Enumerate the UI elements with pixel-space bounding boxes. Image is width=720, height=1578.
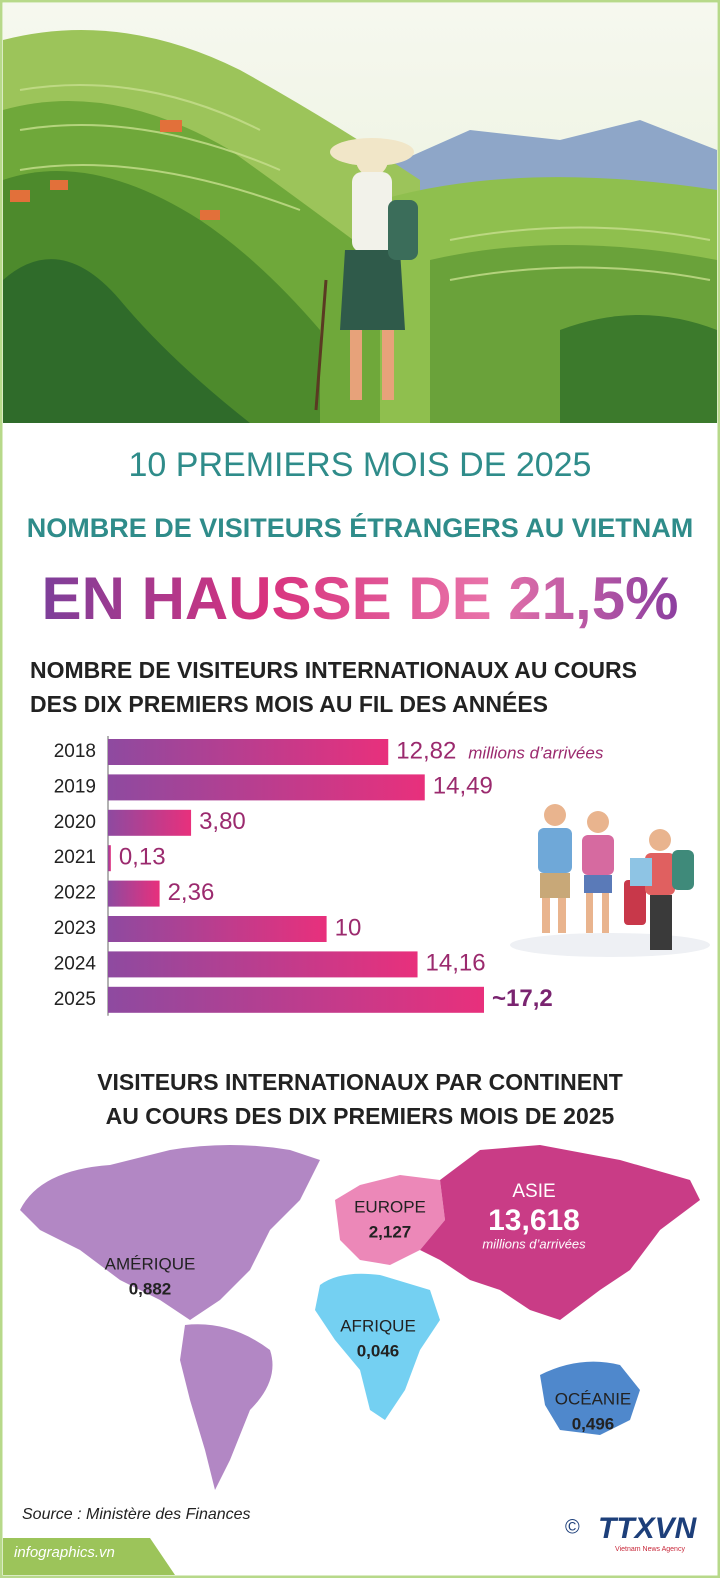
source: Source : Ministère des Finances (22, 1506, 251, 1523)
category-label: 2024 (54, 953, 97, 974)
map-title: AU COURS DES DIX PREMIERS MOIS DE 2025 (106, 1103, 615, 1129)
bar (108, 774, 425, 801)
bar (108, 845, 111, 872)
copyright-symbol: © (565, 1516, 580, 1538)
region-value: 13,618 (488, 1204, 580, 1237)
value-label: 10 (335, 914, 362, 941)
bar-chart: 2018 12,82 millions d’arrivées 2019 14,49 202… (54, 736, 604, 1016)
headline: EN HAUSSE DE 21,5% (42, 565, 679, 632)
region-value: 0,046 (357, 1341, 400, 1360)
category-label: 2021 (54, 847, 96, 868)
agency: Vietnam News Agency (615, 1546, 685, 1553)
region-value: 2,127 (369, 1222, 412, 1241)
value-label: 3,80 (199, 808, 246, 835)
region-name: AMÉRIQUE (105, 1254, 196, 1273)
region-name: OCÉANIE (555, 1389, 632, 1408)
region-labels: AMÉRIQUE 0,882 EUROPE 2,127 ASIE13,618millio… (105, 1181, 632, 1433)
unit-label: millions d’arrivées (468, 743, 604, 762)
region-value: 0,882 (129, 1279, 172, 1298)
value-label: 12,82 (396, 737, 456, 764)
chart-title: DES DIX PREMIERS MOIS AU FIL DES ANNÉES (30, 690, 548, 717)
bar (108, 880, 160, 907)
region-unit: millions d’arrivées (482, 1236, 586, 1251)
category-label: 2018 (54, 741, 96, 762)
value-label: 0,13 (119, 844, 166, 871)
category-label: 2019 (54, 776, 96, 797)
site: infographics.vn (14, 1544, 115, 1561)
category-label: 2020 (54, 812, 96, 833)
kicker: 10 PREMIERS MOIS DE 2025 (129, 446, 592, 484)
category-label: 2022 (54, 883, 96, 904)
logo: TTXVN (598, 1512, 698, 1545)
region-name: ASIE (512, 1181, 555, 1202)
bar (108, 739, 389, 765)
region-value: 0,496 (572, 1414, 615, 1433)
region-name: AFRIQUE (340, 1316, 416, 1335)
landscape-illustration (3, 3, 717, 423)
travelers-illustration (510, 804, 710, 957)
world-map (20, 1145, 700, 1490)
chart-title: NOMBRE DE VISITEURS INTERNATIONAUX AU CO… (30, 657, 637, 683)
map-title: VISITEURS INTERNATIONAUX PAR CONTINENT (97, 1069, 623, 1095)
value-label: ~17,2 (492, 985, 553, 1012)
footer-band (3, 1538, 175, 1575)
bar (108, 951, 418, 978)
bar (108, 916, 327, 942)
value-label: 14,49 (433, 773, 493, 800)
value-label: 14,16 (426, 950, 486, 977)
bar (108, 809, 192, 836)
category-label: 2023 (54, 918, 96, 939)
category-label: 2025 (54, 989, 96, 1010)
title: NOMBRE DE VISITEURS ÉTRANGERS AU VIETNAM (27, 512, 694, 543)
bar (108, 986, 484, 1013)
region-name: EUROPE (354, 1197, 426, 1216)
value-label: 2,36 (168, 879, 215, 906)
